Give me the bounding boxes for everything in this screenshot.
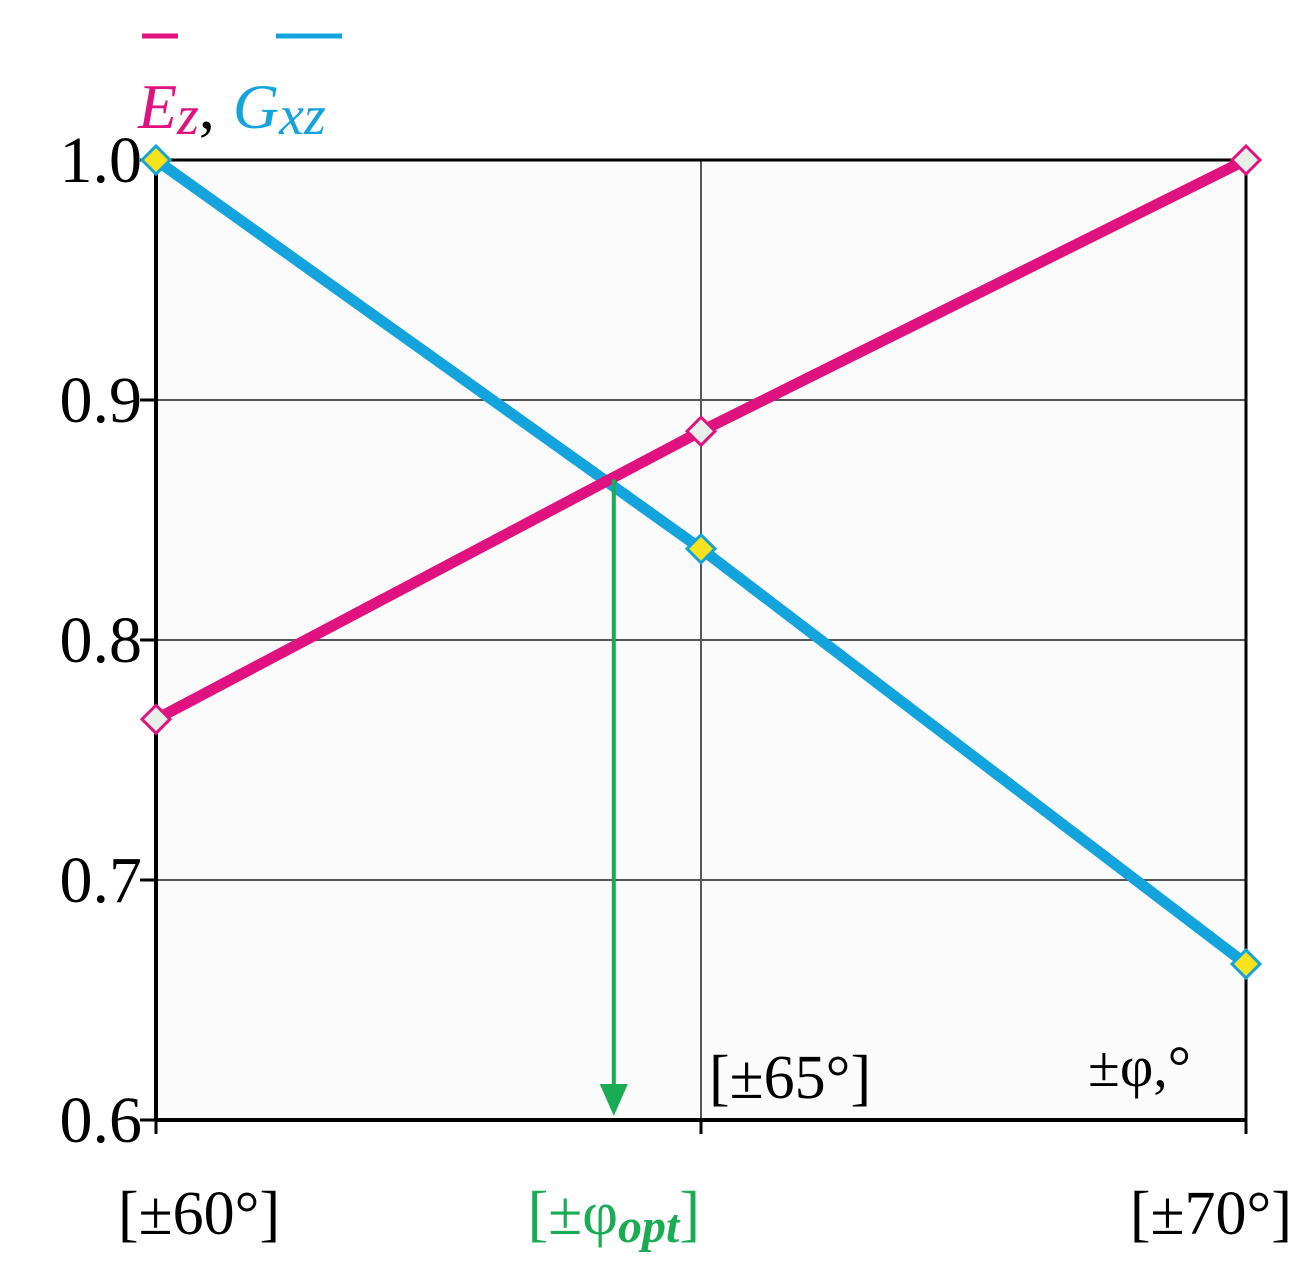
title-separator: ,: [199, 71, 215, 142]
y-tick-label: 0.7: [60, 844, 143, 917]
ez-marker: [684, 415, 718, 448]
ez-subscript: z: [176, 85, 199, 147]
optimum-arrow-head: [599, 1084, 628, 1116]
gxz-marker: [139, 143, 173, 177]
optimum-annotation: [±φopt]: [528, 479, 700, 1253]
y-axis-title: Ez, Gxz: [137, 71, 326, 147]
x-tick-label: [±70°]: [1130, 1180, 1292, 1248]
optimum-label: [±φopt]: [528, 1180, 700, 1253]
gxz-symbol: G: [233, 71, 279, 142]
x-tick-label: [±65°]: [709, 1044, 871, 1112]
ez-symbol: E: [137, 71, 177, 142]
grid-lines: [156, 160, 1246, 1120]
optimum-label-close: ]: [679, 1180, 700, 1248]
y-tick-label: 1.0: [60, 124, 143, 197]
tick-labels: 1.0 0.9 0.8 0.7 0.6 [±60°] [±65°] [±70°]: [60, 124, 1293, 1248]
x-axis-label: ±φ,°: [1088, 1034, 1191, 1099]
ez-marker: [139, 703, 173, 736]
gxz-marker: [1229, 947, 1263, 981]
gxz-marker: [684, 532, 718, 565]
ez-marker: [1229, 143, 1263, 177]
y-tick-label: 0.9: [60, 364, 143, 437]
y-tick-label: 0.8: [60, 604, 143, 677]
optimum-label-open: [±φ: [528, 1180, 618, 1248]
x-tick-label: [±60°]: [118, 1180, 280, 1248]
gxz-subscript: xz: [278, 85, 326, 147]
optimum-label-sub: opt: [618, 1200, 681, 1253]
y-tick-label: 0.6: [60, 1084, 143, 1157]
series-group: [139, 143, 1263, 981]
